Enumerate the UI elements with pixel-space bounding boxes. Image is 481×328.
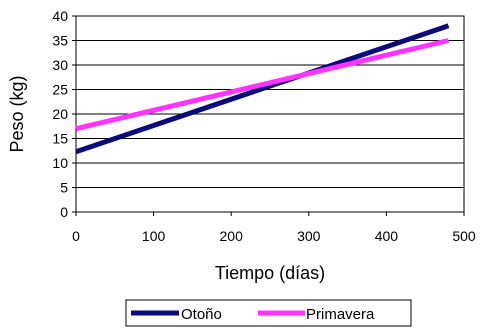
legend: Otoño Primavera bbox=[125, 299, 412, 327]
x-tick-label: 0 bbox=[72, 228, 80, 244]
y-tick-label: 10 bbox=[52, 155, 68, 171]
y-tick-label: 25 bbox=[52, 82, 68, 98]
y-tick-label: 30 bbox=[52, 57, 68, 73]
legend-label: Otoño bbox=[181, 306, 222, 323]
y-tick-label: 35 bbox=[52, 33, 68, 49]
series-lines bbox=[75, 23, 450, 155]
x-tick-label: 200 bbox=[220, 228, 244, 244]
series-line-otono bbox=[75, 23, 450, 155]
x-tick-label: 500 bbox=[452, 228, 476, 244]
x-tick-label: 300 bbox=[297, 228, 321, 244]
x-tick-label: 400 bbox=[375, 228, 399, 244]
y-tick-label: 20 bbox=[52, 106, 68, 122]
y-tick-label: 40 bbox=[52, 8, 68, 24]
x-tick-label: 100 bbox=[142, 228, 166, 244]
y-axis-title: Peso (kg) bbox=[7, 75, 27, 152]
y-tick-label: 15 bbox=[52, 131, 68, 147]
y-tick-label: 0 bbox=[60, 204, 68, 220]
y-tick-label: 5 bbox=[60, 180, 68, 196]
legend-label: Primavera bbox=[306, 306, 375, 323]
x-axis-ticks: 0 100 200 300 400 500 bbox=[72, 212, 476, 244]
series-line-primavera bbox=[75, 38, 450, 132]
x-axis-title: Tiempo (días) bbox=[215, 263, 325, 283]
y-axis-ticks: 0 5 10 15 20 25 30 35 40 bbox=[52, 8, 76, 220]
